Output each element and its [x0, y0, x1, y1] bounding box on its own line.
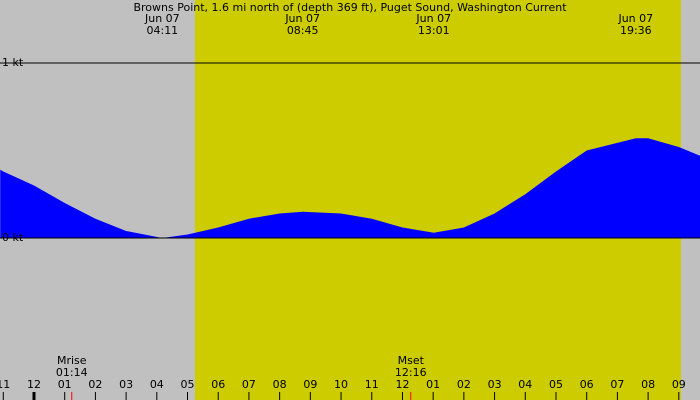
x-tick-label: 12: [27, 378, 41, 391]
current-area: [0, 138, 700, 238]
y-tick-label: 1 kt: [2, 56, 24, 69]
x-tick-label: 07: [610, 378, 624, 391]
event-date: Jun 07: [617, 12, 653, 25]
x-tick-label: 11: [365, 378, 379, 391]
moon-label: Mset: [398, 354, 425, 367]
event-date: Jun 07: [284, 12, 320, 25]
event-date: Jun 07: [415, 12, 451, 25]
x-tick-label: 01: [58, 378, 72, 391]
x-tick-label: 02: [457, 378, 471, 391]
x-tick-label: 05: [181, 378, 195, 391]
x-tick-label: 09: [303, 378, 317, 391]
moon-label: Mrise: [57, 354, 87, 367]
x-tick-label: 07: [242, 378, 256, 391]
x-tick-label: 08: [641, 378, 655, 391]
event-date: Jun 07: [144, 12, 180, 25]
x-tick-label: 03: [488, 378, 502, 391]
chart-title: Browns Point, 1.6 mi north of (depth 369…: [133, 1, 567, 14]
x-tick-label: 03: [119, 378, 133, 391]
event-time: 08:45: [287, 24, 319, 37]
x-tick-label: 02: [88, 378, 102, 391]
x-tick-label: 04: [518, 378, 532, 391]
event-time: 13:01: [418, 24, 450, 37]
moon-time: 12:16: [395, 366, 427, 379]
x-tick-label: 08: [273, 378, 287, 391]
event-time: 19:36: [620, 24, 652, 37]
x-tick-label: 06: [211, 378, 225, 391]
x-tick-label: 12: [395, 378, 409, 391]
y-tick-label: 0 kt: [2, 231, 24, 244]
x-tick-label: 05: [549, 378, 563, 391]
x-tick-label: 01: [426, 378, 440, 391]
x-tick-label: 06: [580, 378, 594, 391]
event-time: 04:11: [146, 24, 178, 37]
x-tick-label: 09: [672, 378, 686, 391]
x-tick-label: 04: [150, 378, 164, 391]
x-tick-label: 10: [334, 378, 348, 391]
moon-time: 01:14: [56, 366, 88, 379]
x-tick-label: 11: [0, 378, 10, 391]
